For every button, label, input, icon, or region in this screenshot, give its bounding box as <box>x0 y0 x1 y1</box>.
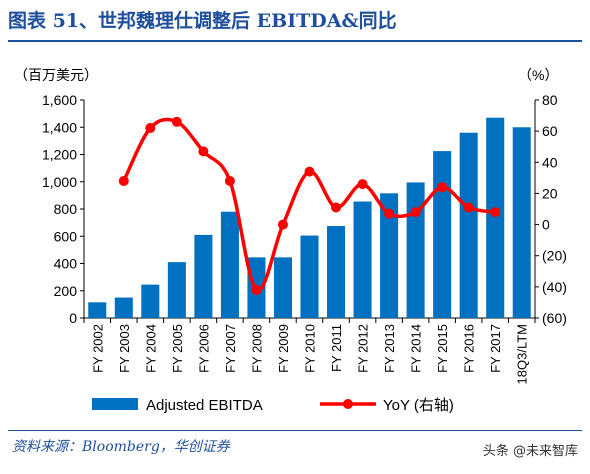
left-tick-label: 1,400 <box>42 119 77 135</box>
bar <box>512 127 531 318</box>
yoy-point <box>251 284 262 295</box>
watermark: 头条 @未来智库 <box>482 444 578 459</box>
yoy-point <box>331 202 342 213</box>
yoy-point <box>118 175 129 186</box>
right-tick-label: 60 <box>542 123 558 139</box>
x-tick-label: FY 2016 <box>462 324 477 373</box>
bar <box>433 151 452 318</box>
bar <box>459 132 478 318</box>
left-tick-label: 600 <box>54 228 78 244</box>
legend-swatch-bar <box>92 398 138 410</box>
right-tick-label: 40 <box>542 154 558 170</box>
bar <box>486 117 505 319</box>
yoy-point <box>224 175 235 186</box>
left-tick-label: 1,200 <box>42 147 77 163</box>
left-tick-label: 1,600 <box>42 92 77 108</box>
yoy-point <box>437 182 448 193</box>
left-axis-unit: （百万美元） <box>14 67 98 83</box>
x-tick-label: FY 2010 <box>303 324 318 373</box>
x-tick-label: FY 2003 <box>117 324 132 373</box>
x-tick-label: FY 2011 <box>329 324 344 372</box>
x-tick-label: FY 2012 <box>356 324 371 373</box>
bar <box>88 302 107 318</box>
x-tick-label: FY 2005 <box>170 324 185 373</box>
right-tick-label: (40) <box>542 279 567 295</box>
yoy-line <box>122 117 496 293</box>
legend-label-bar: Adjusted EBITDA <box>146 397 263 414</box>
left-tick-label: 400 <box>54 256 78 272</box>
right-tick-label: (20) <box>542 248 567 264</box>
yoy-point <box>145 123 156 134</box>
footer-divider <box>8 430 582 431</box>
x-tick-label: FY 2013 <box>382 324 397 373</box>
bar <box>353 201 372 318</box>
x-tick-label: FY 2004 <box>143 324 158 373</box>
right-axis-unit: （%） <box>518 67 558 83</box>
yoy-point <box>384 208 395 219</box>
legend-label-line: YoY (右轴) <box>383 397 454 414</box>
chart-title: 图表 51、世邦魏理仕调整后 EBITDA&同比 <box>8 10 397 32</box>
bar <box>380 193 399 318</box>
yoy-point <box>490 207 501 218</box>
yoy-point <box>171 116 182 127</box>
bar <box>327 226 346 318</box>
x-tick-label: FY 2002 <box>90 324 105 373</box>
left-tick-label: 0 <box>69 310 77 326</box>
x-tick-label: FY 2015 <box>435 324 450 373</box>
right-tick-label: 80 <box>542 92 558 108</box>
left-tick-label: 200 <box>54 283 78 299</box>
bar <box>167 262 186 318</box>
left-tick-label: 800 <box>54 201 78 217</box>
bar <box>114 297 133 318</box>
yoy-point <box>357 179 368 190</box>
title-divider <box>8 40 582 42</box>
left-tick-label: 1,000 <box>42 174 77 190</box>
bar <box>273 257 292 318</box>
yoy-point <box>304 166 315 177</box>
legend-swatch-marker <box>343 399 353 409</box>
x-tick-label: 18Q3/LTM <box>515 324 530 384</box>
bar <box>194 234 213 318</box>
right-tick-label: 0 <box>542 217 550 233</box>
bar <box>300 235 319 318</box>
x-tick-label: FY 2006 <box>196 324 211 373</box>
right-tick-label: 20 <box>542 185 558 201</box>
x-tick-label: FY 2008 <box>249 324 264 373</box>
yoy-point <box>463 202 474 213</box>
source-note: 资料来源：Bloomberg，华创证券 <box>12 439 230 455</box>
bar <box>220 211 239 318</box>
bar <box>406 182 425 318</box>
bar <box>141 284 160 318</box>
yoy-point <box>198 146 209 157</box>
right-tick-label: (60) <box>542 310 567 326</box>
x-tick-label: FY 2014 <box>409 324 424 373</box>
x-tick-label: FY 2017 <box>488 324 503 373</box>
chart-svg: 02004006008001,0001,2001,4001,600(60)(40… <box>14 67 567 414</box>
x-tick-label: FY 2009 <box>276 324 291 373</box>
yoy-point <box>410 207 421 218</box>
x-tick-label: FY 2007 <box>223 324 238 373</box>
yoy-point <box>277 219 288 230</box>
